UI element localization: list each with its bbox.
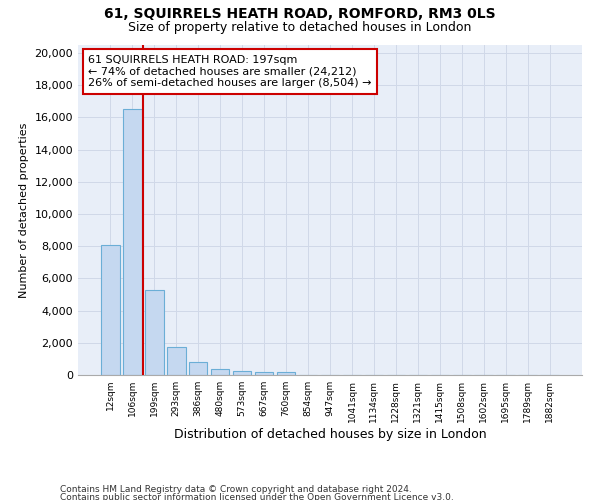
Y-axis label: Number of detached properties: Number of detached properties	[19, 122, 29, 298]
Text: Contains public sector information licensed under the Open Government Licence v3: Contains public sector information licen…	[60, 494, 454, 500]
Bar	[189, 362, 208, 375]
Bar	[233, 372, 251, 375]
Text: Contains HM Land Registry data © Crown copyright and database right 2024.: Contains HM Land Registry data © Crown c…	[60, 485, 412, 494]
Bar	[255, 372, 274, 375]
Bar	[101, 244, 119, 375]
Bar	[211, 370, 229, 375]
Bar	[123, 110, 142, 375]
Text: 61, SQUIRRELS HEATH ROAD, ROMFORD, RM3 0LS: 61, SQUIRRELS HEATH ROAD, ROMFORD, RM3 0…	[104, 8, 496, 22]
Text: Size of property relative to detached houses in London: Size of property relative to detached ho…	[128, 21, 472, 34]
Bar	[145, 290, 164, 375]
Bar	[167, 347, 185, 375]
Bar	[277, 372, 295, 375]
X-axis label: Distribution of detached houses by size in London: Distribution of detached houses by size …	[173, 428, 487, 440]
Text: 61 SQUIRRELS HEATH ROAD: 197sqm
← 74% of detached houses are smaller (24,212)
26: 61 SQUIRRELS HEATH ROAD: 197sqm ← 74% of…	[88, 55, 371, 88]
